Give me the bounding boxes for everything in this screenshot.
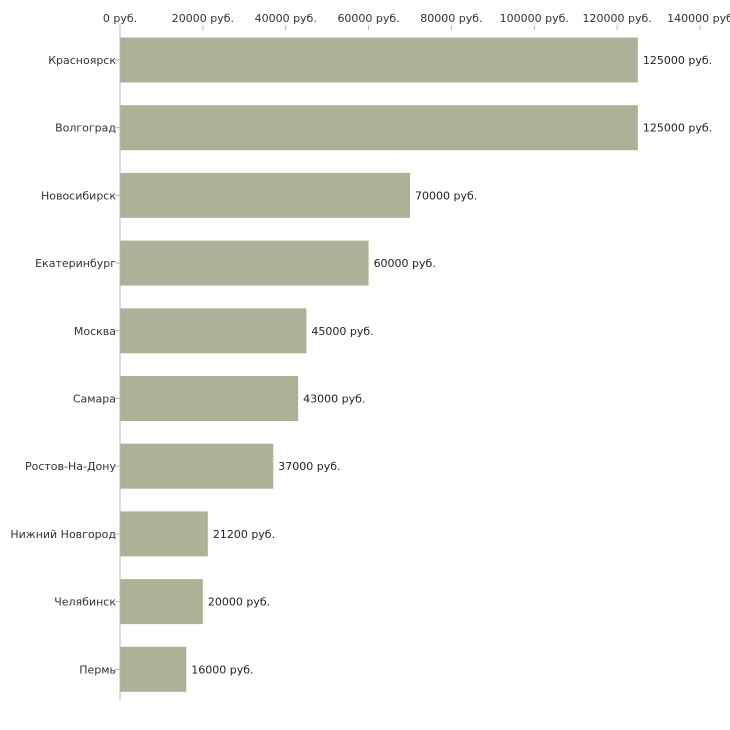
bar[interactable] (120, 646, 187, 692)
bar[interactable] (120, 105, 638, 151)
category-label: Екатеринбург (35, 257, 116, 270)
bar[interactable] (120, 511, 208, 557)
bar[interactable] (120, 37, 638, 83)
x-tick-label: 60000 руб. (337, 12, 399, 25)
category-label: Красноярск (48, 54, 116, 67)
bar[interactable] (120, 443, 274, 489)
category-label: Москва (74, 325, 116, 338)
bar-value-label: 21200 руб. (213, 528, 275, 541)
bar[interactable] (120, 308, 307, 354)
bar[interactable] (120, 172, 410, 218)
x-tick-label: 40000 руб. (255, 12, 317, 25)
bar-value-label: 43000 руб. (303, 393, 365, 406)
bar-value-label: 70000 руб. (415, 189, 477, 202)
bar-value-label: 37000 руб. (278, 460, 340, 473)
category-label: Нижний Новгород (10, 528, 116, 541)
x-tick-label: 20000 руб. (172, 12, 234, 25)
category-label: Волгоград (55, 122, 116, 135)
bar[interactable] (120, 579, 203, 625)
bar-value-label: 45000 руб. (311, 325, 373, 338)
bar-value-label: 20000 руб. (208, 596, 270, 609)
category-label: Ростов-На-Дону (25, 460, 116, 473)
x-tick-label: 140000 руб (667, 12, 730, 25)
bar-value-label: 125000 руб. (643, 54, 712, 67)
x-tick-label: 80000 руб. (420, 12, 482, 25)
x-tick-label: 120000 руб. (583, 12, 652, 25)
x-axis: 0 руб. 20000 руб. 40000 руб. 60000 руб. 8000… (103, 12, 730, 30)
bar-value-label: 16000 руб. (191, 663, 253, 676)
category-label: Новосибирск (41, 189, 116, 202)
bar[interactable] (120, 240, 369, 286)
y-axis: Красноярск Волгоград Новосибирск Екатеринбу… (10, 30, 121, 700)
bar-value-label: 125000 руб. (643, 122, 712, 135)
category-label: Челябинск (54, 596, 116, 609)
bars: 125000 руб. 125000 руб. 70000 руб. 60000 ру… (120, 37, 712, 692)
category-label: Самара (73, 393, 116, 406)
bar-value-label: 60000 руб. (374, 257, 436, 270)
category-label: Пермь (79, 663, 116, 676)
x-tick-label: 0 руб. (103, 12, 137, 25)
x-tick-label: 100000 руб. (500, 12, 569, 25)
bar[interactable] (120, 376, 299, 421)
